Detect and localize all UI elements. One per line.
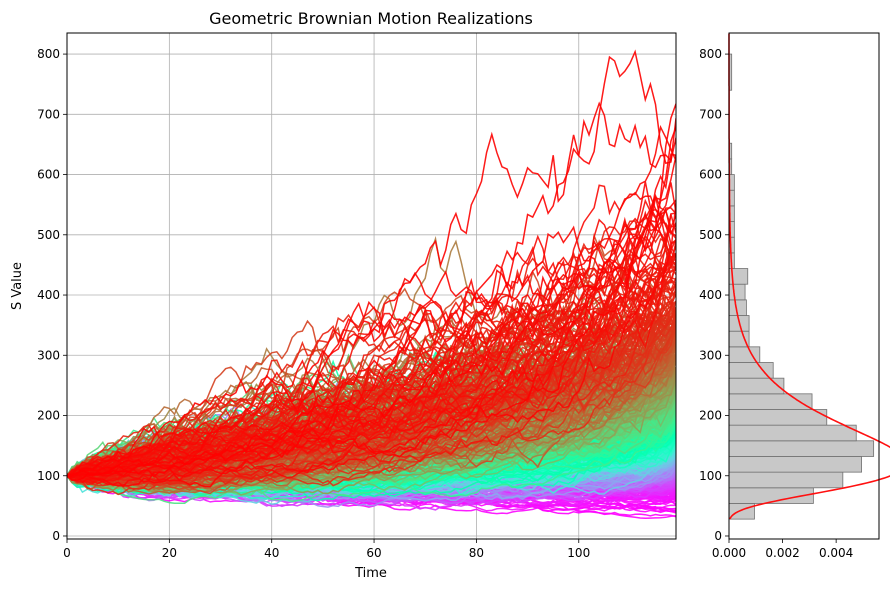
series-line: [67, 202, 676, 480]
histogram-bar: [728, 440, 875, 457]
hist-x-tick-label: 0.004: [819, 546, 853, 560]
hist-y-tick-label: 400: [699, 288, 722, 302]
series-line: [67, 253, 676, 477]
x-tick-label: 100: [567, 546, 590, 560]
histogram-bar: [728, 377, 785, 395]
y-tick-label: 400: [37, 288, 60, 302]
x-axis-label: Time: [354, 566, 387, 581]
x-tick-label: 60: [366, 546, 381, 560]
y-axis-label: S Value: [10, 262, 25, 310]
y-tick-label: 600: [37, 168, 60, 182]
series-line: [67, 124, 676, 477]
series-line: [67, 193, 676, 479]
main-axes-frame: [66, 32, 677, 540]
histogram-bar: [728, 283, 746, 301]
y-tick-label: 700: [37, 107, 60, 121]
histogram-ticks: 0.000 0.002 0.004 0 100 200 300 400 500 600 700 800: [699, 47, 853, 560]
series-line: [67, 49, 676, 477]
series-line: [67, 207, 676, 488]
series-line: [67, 198, 676, 479]
x-tick-label: 20: [162, 546, 177, 560]
x-tick-label: 80: [469, 546, 484, 560]
hist-y-tick-label: 700: [699, 107, 722, 121]
hist-y-tick-label: 600: [699, 168, 722, 182]
y-tick-label: 800: [37, 47, 60, 61]
histogram-bars: [728, 53, 875, 520]
y-tick-label: 300: [37, 348, 60, 362]
x-tick-label: 0: [63, 546, 71, 560]
y-tick-label: 500: [37, 228, 60, 242]
hist-y-tick-label: 100: [699, 469, 722, 483]
series-line: [67, 244, 676, 483]
histogram-bar: [728, 409, 828, 426]
histogram-bar: [728, 471, 844, 489]
y-tick-label: 200: [37, 409, 60, 423]
hist-x-tick-label: 0.002: [765, 546, 799, 560]
main-series-lines: [67, 49, 676, 519]
series-line: [67, 475, 676, 518]
hist-y-tick-label: 800: [699, 47, 722, 61]
histogram-bar: [728, 503, 755, 520]
y-tick-label: 0: [52, 529, 60, 543]
hist-y-tick-label: 300: [699, 348, 722, 362]
hist-y-tick-label: 500: [699, 228, 722, 242]
series-line: [67, 101, 676, 477]
hist-y-tick-label: 0: [714, 529, 722, 543]
histogram-axes-frame: [728, 32, 880, 540]
series-line: [67, 181, 676, 478]
series-line: [67, 126, 676, 477]
hist-y-tick-label: 200: [699, 409, 722, 423]
chart-title: Geometric Brownian Motion Realizations: [209, 9, 533, 28]
histogram-bar: [728, 424, 857, 442]
main-ticks: 0 20 40 60 80 100 0 100 200 300 400 500 600 700 800: [37, 47, 590, 560]
hist-x-tick-label: 0.000: [712, 546, 746, 560]
series-line: [67, 245, 676, 485]
x-tick-label: 40: [264, 546, 279, 560]
y-tick-label: 100: [37, 469, 60, 483]
histogram-bar: [728, 456, 862, 473]
series-line: [67, 103, 676, 481]
series-line: [67, 182, 676, 484]
series-line: [67, 263, 676, 486]
